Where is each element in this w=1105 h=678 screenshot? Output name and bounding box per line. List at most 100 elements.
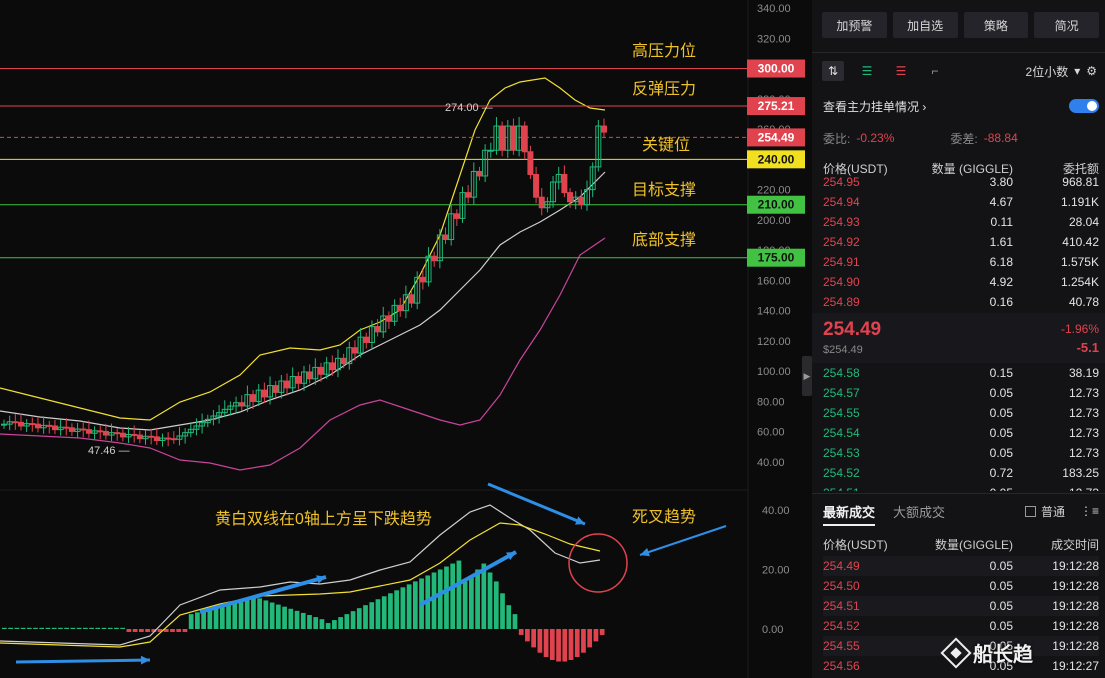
bid-row[interactable]: 254.58 0.15 38.19 xyxy=(823,366,1099,380)
amount-select[interactable]: 委托额 xyxy=(1062,162,1099,176)
main-orders-toggle[interactable] xyxy=(1069,99,1099,113)
macd-histogram-bar xyxy=(101,627,107,629)
candle-body xyxy=(119,432,126,438)
orderbook-asks-icon[interactable]: ☰ xyxy=(895,64,907,78)
price-tick-label: 220.00 xyxy=(757,185,791,197)
asks-list: 254.95 3.80 968.81 254.94 4.67 1.191K 254.93 0.… xyxy=(823,172,1099,312)
bid-row[interactable]: 254.52 0.72 183.25 xyxy=(823,466,1099,480)
overview-button[interactable]: 简况 xyxy=(1034,12,1099,38)
macd-tick-label: 20.00 xyxy=(762,565,790,577)
bid-row[interactable]: 254.55 0.05 12.73 xyxy=(823,406,1099,420)
macd-histogram-bar xyxy=(481,563,487,629)
macd-histogram-bar xyxy=(549,629,555,660)
price-tick-label: 340.00 xyxy=(757,3,791,15)
macd-histogram-bar xyxy=(132,629,138,632)
strategy-button[interactable]: 策略 xyxy=(963,12,1029,38)
candle-body xyxy=(504,125,511,151)
orderbook-depth-icon[interactable]: ⌐ xyxy=(931,64,939,78)
macd-histogram-bar xyxy=(500,593,505,629)
macd-histogram-bar xyxy=(58,627,63,629)
arrow-left-bottom xyxy=(15,658,151,664)
trade-row: 254.56 0.05 19:12:27 xyxy=(823,659,1099,673)
candle-body xyxy=(334,357,341,371)
ask-row[interactable]: 254.93 0.11 28.04 xyxy=(823,215,1099,229)
ask-row[interactable]: 254.92 1.61 410.42 xyxy=(823,235,1099,249)
candle-body xyxy=(182,432,189,437)
arrow-right-up-head xyxy=(506,552,516,561)
price-tick-label: 40.00 xyxy=(757,457,785,469)
ask-row[interactable]: 254.94 4.67 1.191K xyxy=(823,195,1099,209)
candle-body xyxy=(567,192,574,203)
level-price-tag xyxy=(747,128,805,147)
add-alert-button[interactable]: 加预警 xyxy=(822,12,887,38)
candle-body xyxy=(306,371,313,380)
candle-body xyxy=(521,125,528,153)
macd-histogram-bar xyxy=(525,629,530,642)
macd-histogram-bar xyxy=(518,629,524,635)
macd-histogram-bar xyxy=(587,629,593,648)
price-chart[interactable]: 340.00320.00300.00280.00260.00240.00220.… xyxy=(0,0,808,678)
tab-latest-trades[interactable]: 最新成交 xyxy=(823,502,876,526)
orderbook-bids-icon[interactable]: ☰ xyxy=(861,64,873,78)
tab-large-trades[interactable]: 大额成交 xyxy=(893,504,946,520)
orderbook-both-icon[interactable]: ⇅ xyxy=(822,61,844,81)
candle-body xyxy=(301,371,307,384)
add-watchlist-button[interactable]: 加自选 xyxy=(892,12,958,38)
normal-checkbox[interactable]: 普通 ⋮≡ xyxy=(1024,503,1099,520)
diff-label: 委差: xyxy=(950,131,978,146)
candle-body xyxy=(1,423,7,426)
trade-row: 254.52 0.05 19:12:28 xyxy=(823,619,1099,633)
candle-body xyxy=(17,421,24,427)
price-tick-label: 140.00 xyxy=(757,306,791,318)
candle-body xyxy=(238,402,245,407)
trades-header: 价格(USDT) 数量(GIGGLE) 成交时间 xyxy=(823,538,1099,552)
settings-icon[interactable]: ⚙ xyxy=(1086,64,1097,78)
candle-body xyxy=(368,326,375,343)
macd-histogram-bar xyxy=(188,614,194,629)
collapse-panel-icon[interactable]: ▶ xyxy=(802,356,812,396)
price-tick-label: 60.00 xyxy=(757,427,785,439)
ask-row[interactable]: 254.89 0.16 40.78 xyxy=(823,295,1099,309)
macd-histogram-bar xyxy=(562,629,568,662)
macd-histogram-bar xyxy=(107,627,113,629)
bid-row[interactable]: 254.54 0.05 12.73 xyxy=(823,426,1099,440)
decimal-select[interactable]: 2位小数 ▾ ⚙ xyxy=(1025,64,1097,79)
candle-body xyxy=(538,196,545,209)
macd-histogram-bar xyxy=(344,614,350,629)
candle-body xyxy=(470,170,477,198)
candle-body xyxy=(584,189,591,206)
candle-body xyxy=(391,304,398,322)
candle-body xyxy=(448,213,455,241)
bid-row[interactable]: 254.57 0.05 12.73 xyxy=(823,386,1099,400)
candle-body xyxy=(91,430,98,434)
candle-body xyxy=(442,234,449,241)
candle-body xyxy=(601,125,607,133)
candle-body xyxy=(233,402,240,407)
macd-histogram-bar xyxy=(512,614,518,629)
candle-body xyxy=(193,425,200,430)
arrow-middle-head xyxy=(316,575,326,584)
candle-body xyxy=(125,433,132,438)
ask-row[interactable]: 254.91 6.18 1.575K xyxy=(823,255,1099,269)
candle-body xyxy=(34,423,41,429)
ask-row[interactable]: 254.90 4.92 1.254K xyxy=(823,275,1099,289)
macd-histogram-bar xyxy=(282,606,287,629)
bid-row[interactable]: 254.53 0.05 12.73 xyxy=(823,446,1099,460)
trade-row: 254.50 0.05 19:12:28 xyxy=(823,579,1099,593)
qty-unit-select[interactable]: 数量 (GIGGLE) xyxy=(931,162,1013,176)
price-tick-label: 320.00 xyxy=(757,33,791,45)
candlestick-chart[interactable]: 340.00320.00300.00280.00260.00240.00220.… xyxy=(0,0,808,678)
main-orders-link[interactable]: 查看主力挂单情况 › xyxy=(823,99,927,114)
candle-body xyxy=(453,213,460,219)
candle-body xyxy=(227,405,234,410)
candle-body xyxy=(476,170,483,177)
candle-body xyxy=(323,362,330,375)
macd-histogram-bar xyxy=(487,572,493,629)
trades-list: 254.49 0.05 19:12:28 254.50 0.05 19:12:28 254.… xyxy=(823,556,1099,676)
macd-histogram-bar xyxy=(45,627,51,629)
level-annotation: 底部支撑 xyxy=(632,231,696,249)
macd-histogram-bar xyxy=(51,627,57,629)
candle-body xyxy=(159,437,166,442)
ask-row[interactable]: 254.95 3.80 968.81 xyxy=(823,175,1099,189)
